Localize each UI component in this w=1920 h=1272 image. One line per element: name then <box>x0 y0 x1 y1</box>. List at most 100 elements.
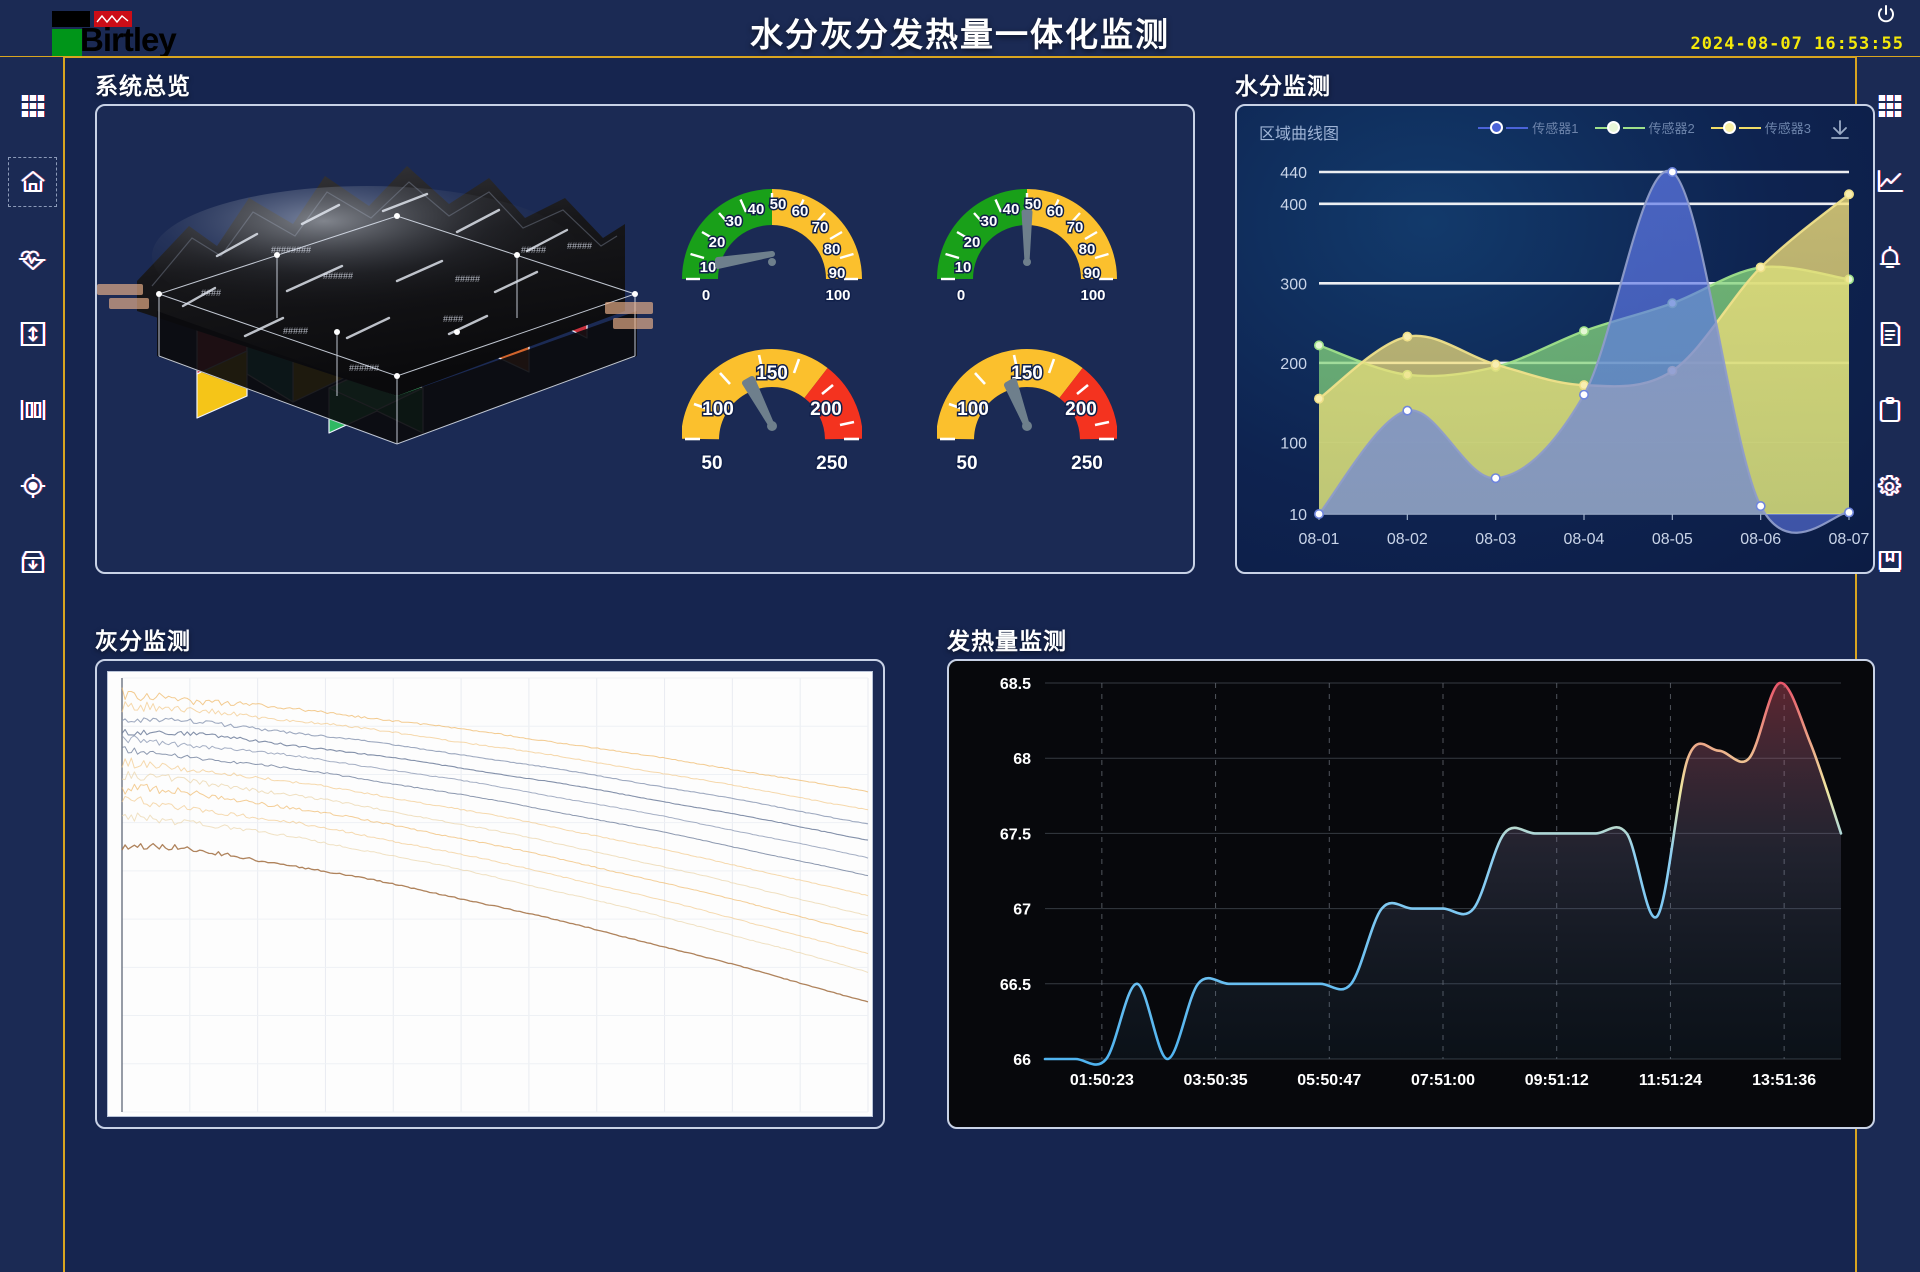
svg-text:68: 68 <box>1013 751 1031 768</box>
logo-red-block <box>94 11 132 27</box>
legend-bar-sensor1 <box>1478 126 1501 129</box>
legend-label-sensor3: 传感器3 <box>1764 121 1811 136</box>
legend-item-sensor3[interactable]: 传感器3 <box>1710 118 1811 137</box>
svg-text:100: 100 <box>1080 287 1105 304</box>
legend-bar2-sensor1 <box>1506 126 1529 129</box>
sidebar-item-resize-vertical[interactable] <box>0 307 65 361</box>
svg-text:########: ######## <box>271 245 311 255</box>
svg-text:08-03: 08-03 <box>1475 531 1516 548</box>
gauge-bottom-left: 50 100 150 200 250 <box>682 321 862 476</box>
svg-text:90: 90 <box>1084 265 1101 282</box>
section-title-calorific: 发热量监测 <box>947 628 1067 654</box>
panel-calorific-monitoring: 66 66.5 67 67.5 68 68.5 01:50:23 03:50:35 05:50:… <box>947 659 1875 1129</box>
coal-pile-3d-model: #### ######## ###### ##### ##### ###### ###… <box>97 106 657 572</box>
datetime-display: 2024-08-07 16:53:55 <box>1690 34 1904 54</box>
svg-text:13:51:36: 13:51:36 <box>1752 1072 1816 1089</box>
legend-dot-sensor1 <box>1490 121 1504 134</box>
section-title-overview: 系统总览 <box>95 73 191 99</box>
svg-text:####: #### <box>201 288 221 298</box>
sidebar-item-clipboard[interactable] <box>1857 383 1920 437</box>
panel-ash-monitoring <box>95 659 885 1129</box>
svg-text:250: 250 <box>816 453 848 474</box>
sidebar-item-download-box[interactable] <box>0 535 65 589</box>
gauge-top-right: 0 10 20 30 40 50 60 70 80 90 100 <box>937 154 1117 309</box>
page-title: 水分灰分发热量一体化监测 <box>750 16 1170 53</box>
svg-text:90: 90 <box>829 265 846 282</box>
svg-text:11:51:24: 11:51:24 <box>1639 1072 1702 1089</box>
svg-text:100: 100 <box>1280 435 1307 452</box>
svg-text:0: 0 <box>702 287 710 304</box>
ash-spectra-chart <box>121 677 869 1113</box>
svg-text:400: 400 <box>1280 197 1307 214</box>
power-icon[interactable] <box>1874 3 1898 27</box>
svg-text:40: 40 <box>748 201 765 218</box>
header-divider <box>0 56 1920 58</box>
sidebar-item-book[interactable] <box>1857 535 1920 589</box>
svg-text:08-06: 08-06 <box>1740 531 1781 548</box>
panel-system-overview: #### ######## ###### ##### ##### ###### ###… <box>95 104 1195 574</box>
svg-text:####: #### <box>443 314 463 324</box>
svg-text:######: ###### <box>323 271 353 281</box>
svg-text:50: 50 <box>956 453 977 474</box>
legend-bar2-sensor2 <box>1622 126 1645 129</box>
gauge-top-left: 0 10 20 30 40 50 60 70 80 90 100 <box>682 154 862 309</box>
svg-text:30: 30 <box>981 213 998 230</box>
download-icon[interactable] <box>1829 118 1851 142</box>
svg-text:300: 300 <box>1280 276 1307 293</box>
svg-text:50: 50 <box>701 453 722 474</box>
sidebar-item-line-chart[interactable] <box>1857 155 1920 209</box>
svg-text:20: 20 <box>964 234 981 251</box>
logo-black-block <box>52 11 90 27</box>
svg-text:100: 100 <box>702 399 734 420</box>
section-title-moisture: 水分监测 <box>1235 73 1331 99</box>
svg-text:200: 200 <box>1065 399 1097 420</box>
sidebar-item-bar-chart[interactable] <box>0 383 65 437</box>
moisture-chart-label: 区域曲线图 <box>1259 126 1340 143</box>
svg-text:150: 150 <box>756 363 788 384</box>
svg-text:250: 250 <box>1071 453 1103 474</box>
calorific-line-chart: 66 66.5 67 67.5 68 68.5 01:50:23 03:50:35 05:50:… <box>1000 676 1843 1089</box>
svg-text:10: 10 <box>1289 507 1307 524</box>
svg-text:01:50:23: 01:50:23 <box>1070 1072 1134 1089</box>
svg-text:08-04: 08-04 <box>1564 531 1605 548</box>
svg-text:67.5: 67.5 <box>1000 826 1031 843</box>
logo-text: Birtley <box>80 21 177 58</box>
ash-chart-surface <box>107 671 873 1117</box>
panel-moisture-monitoring: 区域曲线图 传感器1 传感器2 <box>1235 104 1875 574</box>
svg-text:67: 67 <box>1013 902 1031 919</box>
legend-item-sensor2[interactable]: 传感器2 <box>1594 118 1695 137</box>
svg-text:70: 70 <box>1067 219 1084 236</box>
svg-text:40: 40 <box>1003 201 1020 218</box>
svg-text:03:50:35: 03:50:35 <box>1184 1072 1248 1089</box>
svg-text:50: 50 <box>770 196 787 213</box>
svg-text:200: 200 <box>810 399 842 420</box>
gauge-bottom-right: 50 100 150 200 250 <box>937 321 1117 476</box>
sidebar-item-grid-right[interactable] <box>1857 79 1920 133</box>
svg-text:#####: ##### <box>283 326 308 336</box>
sidebar-item-grid[interactable] <box>0 79 65 133</box>
svg-text:10: 10 <box>955 259 972 276</box>
svg-text:08-07: 08-07 <box>1829 531 1870 548</box>
svg-text:80: 80 <box>1079 241 1096 258</box>
sidebar-item-bell[interactable] <box>1857 231 1920 285</box>
svg-text:200: 200 <box>1280 356 1307 373</box>
svg-text:100: 100 <box>957 399 989 420</box>
legend-dot-sensor3 <box>1722 121 1736 134</box>
svg-text:60: 60 <box>1047 203 1064 220</box>
svg-text:70: 70 <box>812 219 829 236</box>
main-content: 系统总览 <box>67 59 1875 1272</box>
sidebar-item-document[interactable] <box>1857 307 1920 361</box>
sidebar-item-home[interactable] <box>0 155 65 209</box>
svg-text:#####: ##### <box>567 241 592 251</box>
svg-text:#####: ##### <box>455 274 480 284</box>
sidebar-item-heartbeat[interactable] <box>0 231 65 285</box>
svg-text:08-02: 08-02 <box>1387 531 1428 548</box>
svg-text:10: 10 <box>700 259 717 276</box>
sidebar-item-gear[interactable] <box>1857 459 1920 513</box>
legend-label-sensor2: 传感器2 <box>1648 121 1695 136</box>
sidebar-item-target[interactable] <box>0 459 65 513</box>
svg-text:440: 440 <box>1280 165 1307 182</box>
svg-text:66: 66 <box>1013 1052 1031 1069</box>
legend-item-sensor1[interactable]: 传感器1 <box>1478 118 1579 137</box>
